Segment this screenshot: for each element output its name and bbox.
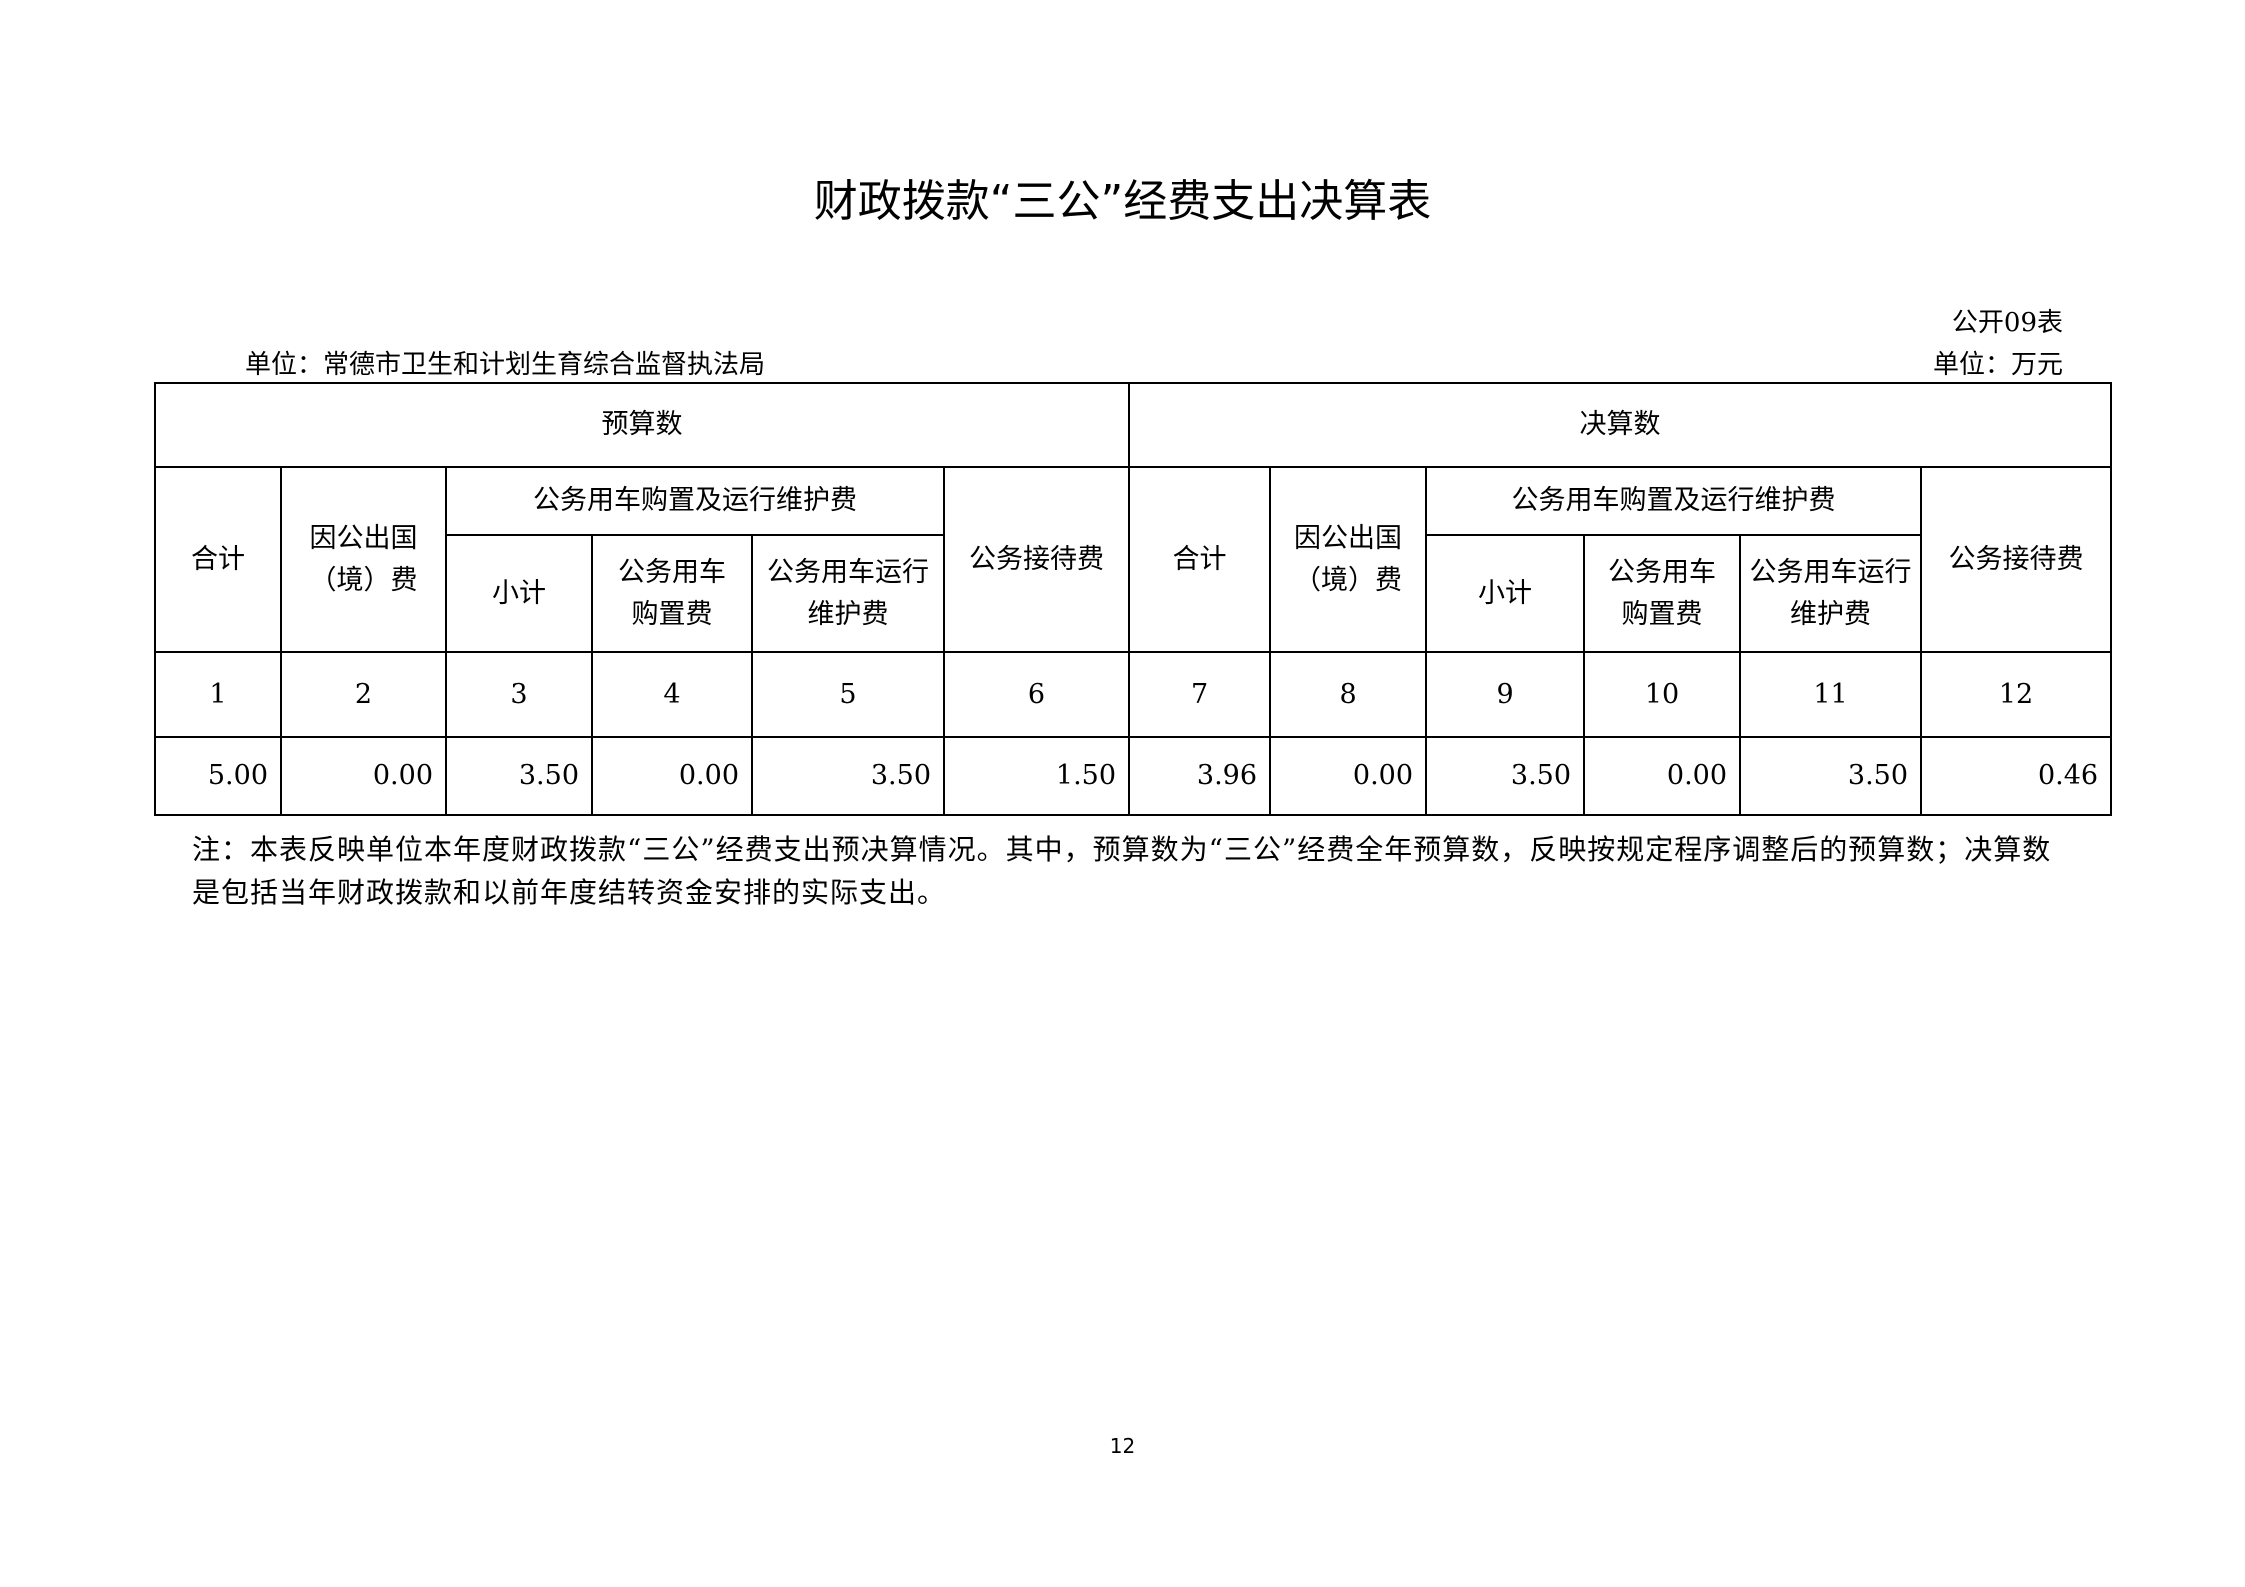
- column-number: 2: [280, 651, 447, 738]
- column-number: 6: [942, 651, 1131, 738]
- value-cell: 3.96: [1128, 736, 1272, 816]
- value-cell: 0.00: [280, 736, 447, 816]
- header-final: 决算数: [1128, 382, 2113, 468]
- value-cell: 3.50: [1425, 736, 1586, 816]
- header-maintain: 公务用车运行维护费: [751, 534, 945, 653]
- page-title: 财政拨款“三公”经费支出决算表: [813, 176, 1432, 227]
- column-number: 3: [445, 651, 593, 738]
- column-number: 10: [1583, 651, 1742, 738]
- header-abroad: 因公出国（境）费: [280, 466, 447, 653]
- table-row: 5.00 0.00 3.50 0.00 3.50 1.50 3.96 0.00 …: [154, 736, 2113, 816]
- header-budget: 预算数: [153, 382, 1131, 468]
- column-number: 5: [751, 651, 945, 738]
- header-purchase: 公务用车购置费: [1583, 534, 1742, 653]
- header-abroad: 因公出国（境）费: [1269, 466, 1428, 653]
- value-cell: 3.50: [1739, 736, 1923, 816]
- column-number: 4: [591, 651, 753, 738]
- value-cell: 0.46: [1920, 736, 2113, 816]
- value-cell: 0.00: [1269, 736, 1428, 816]
- value-cell: 3.50: [751, 736, 945, 816]
- value-cell: 3.50: [445, 736, 593, 816]
- footnote: 注：本表反映单位本年度财政拨款“三公”经费支出预决算情况。其中，预算数为“三公”…: [192, 833, 2052, 909]
- page-number: 12: [1109, 1434, 1136, 1458]
- column-number: 7: [1128, 651, 1272, 738]
- column-number: 1: [154, 651, 282, 738]
- column-number: 8: [1269, 651, 1428, 738]
- header-reception: 公务接待费: [942, 466, 1131, 653]
- header-subtotal: 小计: [1425, 534, 1586, 653]
- unit-currency: 单位：万元: [1932, 350, 2063, 380]
- expense-table: 预算数 决算数 合计 因公出国（境）费 公务用车购置及运行维护费 公务接待费 合…: [153, 382, 2113, 816]
- header-total: 合计: [1128, 466, 1272, 653]
- header-purchase: 公务用车购置费: [591, 534, 753, 653]
- column-number-row: 1 2 3 4 5 6 7 8 9 10 11 12: [154, 651, 2113, 738]
- header-maintain: 公务用车运行维护费: [1739, 534, 1923, 653]
- value-cell: 0.00: [591, 736, 753, 816]
- header-vehicle: 公务用车购置及运行维护费: [1425, 466, 1923, 536]
- unit-organization: 单位：常德市卫生和计划生育综合监督执法局: [245, 350, 766, 380]
- form-number: 公开09表: [1951, 308, 2063, 338]
- value-cell: 5.00: [154, 736, 282, 816]
- value-cell: 1.50: [942, 736, 1131, 816]
- header-subtotal: 小计: [445, 534, 593, 653]
- header-total: 合计: [154, 466, 282, 653]
- value-cell: 0.00: [1583, 736, 1742, 816]
- column-number: 9: [1425, 651, 1586, 738]
- header-vehicle: 公务用车购置及运行维护费: [445, 466, 945, 536]
- header-reception: 公务接待费: [1920, 466, 2113, 653]
- column-number: 12: [1920, 651, 2113, 738]
- column-number: 11: [1739, 651, 1923, 738]
